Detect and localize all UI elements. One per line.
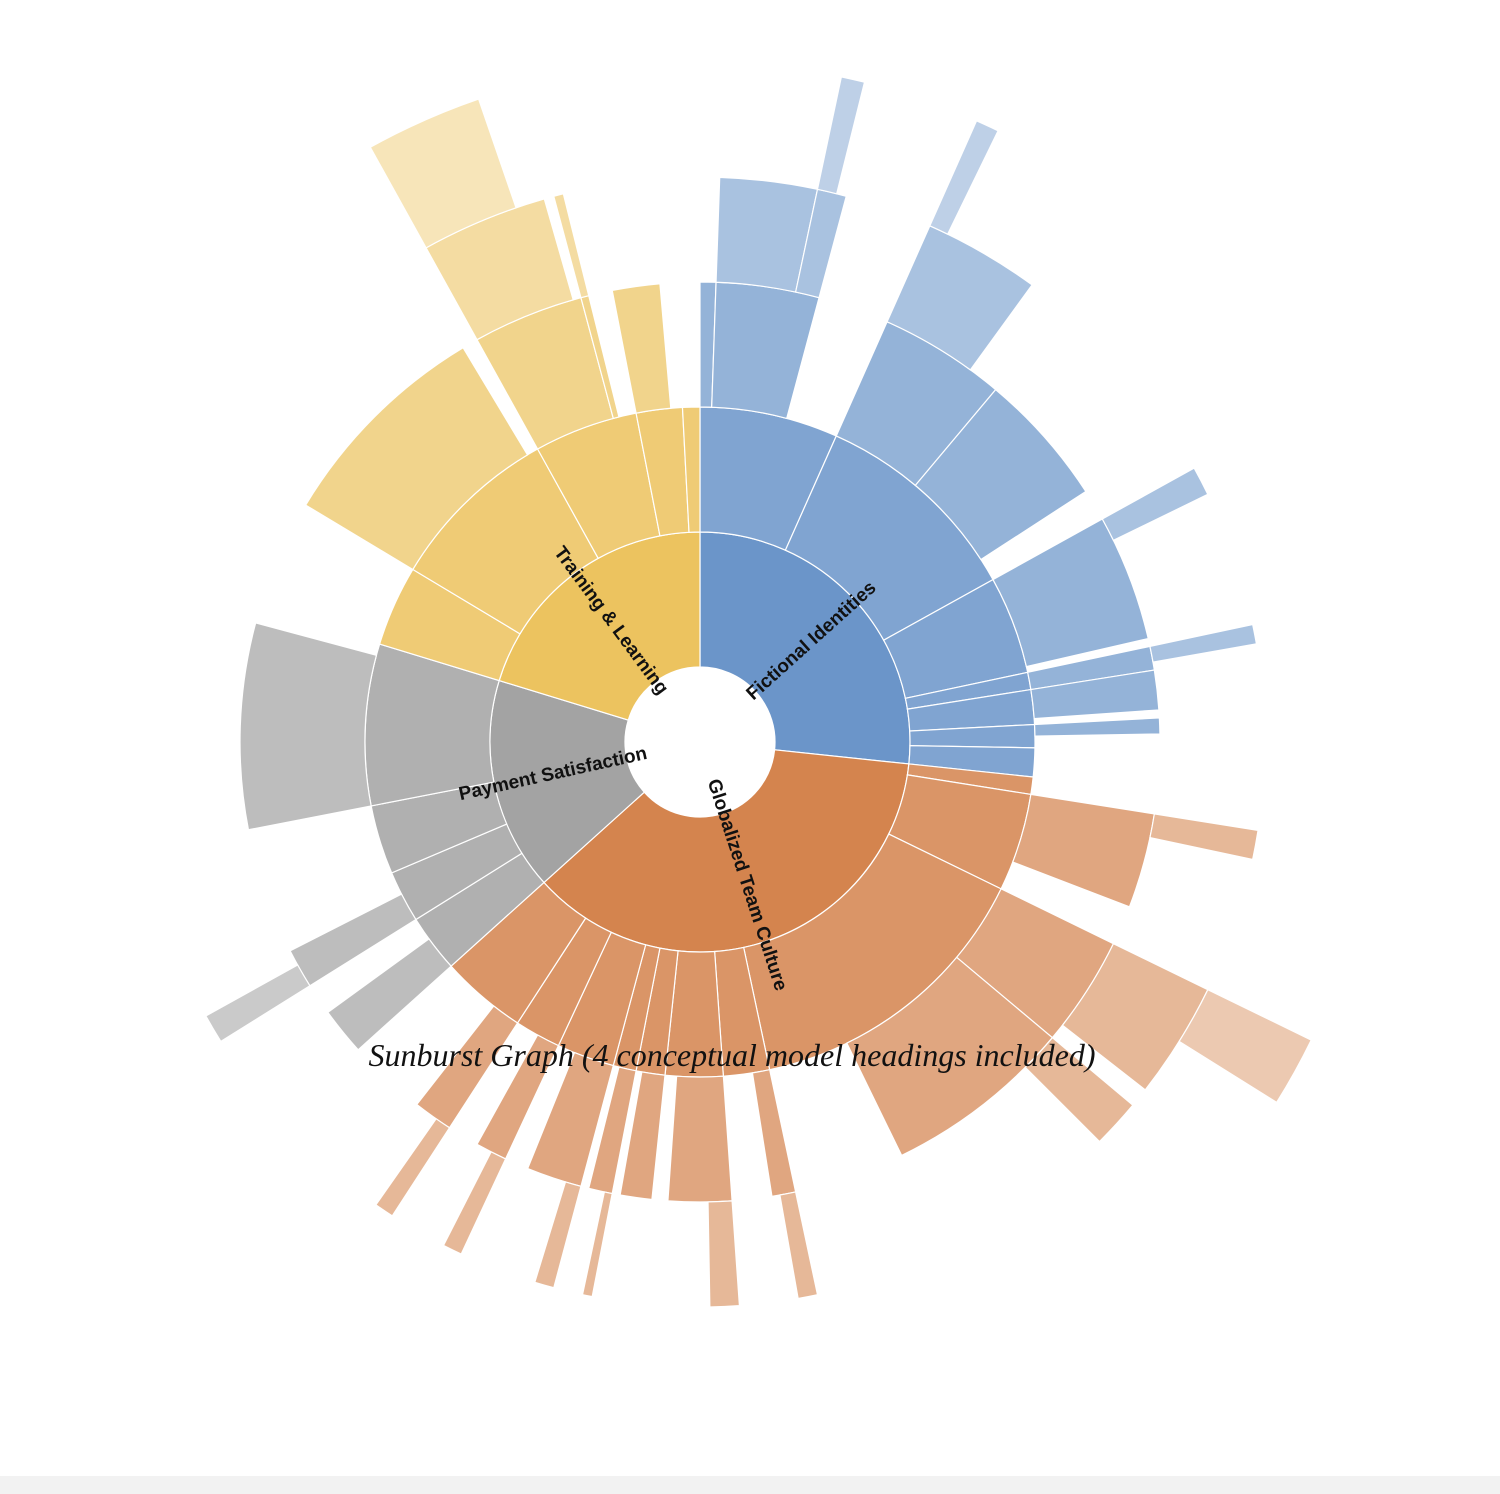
sunburst-segment	[581, 1191, 613, 1298]
bottom-strip	[0, 1476, 1500, 1494]
sunburst-segment	[846, 956, 1054, 1157]
caption: Sunburst Graph (4 conceptual model headi…	[369, 1037, 1096, 1073]
sunburst-segment	[1030, 669, 1160, 720]
sunburst-segment	[553, 193, 590, 299]
sunburst-segment	[526, 1051, 615, 1188]
sunburst-segment	[619, 1071, 666, 1201]
sunburst-segment	[1101, 467, 1209, 542]
sunburst-segment	[707, 1200, 741, 1308]
sunburst-segment	[304, 346, 529, 571]
sunburst-segment	[914, 388, 1087, 561]
sunburst-segment	[667, 1075, 733, 1203]
sunburst-segment	[534, 1181, 582, 1289]
sunburst-segment	[711, 281, 820, 420]
sunburst-segment	[369, 98, 517, 249]
sunburst-segment	[886, 225, 1033, 371]
sunburst-segment	[929, 119, 999, 235]
sunburst	[205, 76, 1312, 1308]
sunburst-segment	[1149, 813, 1259, 861]
sunburst-segment	[327, 938, 452, 1051]
sunburst-segment	[779, 1191, 819, 1300]
sunburst-segment	[1024, 1036, 1134, 1143]
sunburst-segment	[442, 1151, 507, 1255]
sunburst-segment	[1011, 793, 1156, 908]
sunburst-segment	[611, 283, 672, 414]
sunburst-segment	[816, 76, 866, 195]
sunburst-segment	[239, 622, 378, 831]
sunburst-segment	[681, 406, 701, 533]
sunburst-segment	[375, 1117, 451, 1217]
sunburst-segment	[992, 518, 1149, 668]
sunburst-segment	[1149, 623, 1258, 663]
sunburst-segment	[1178, 988, 1312, 1104]
sunburst-segment	[205, 964, 311, 1043]
sunburst-segment	[1033, 717, 1161, 737]
sunburst-segment	[751, 1068, 797, 1198]
